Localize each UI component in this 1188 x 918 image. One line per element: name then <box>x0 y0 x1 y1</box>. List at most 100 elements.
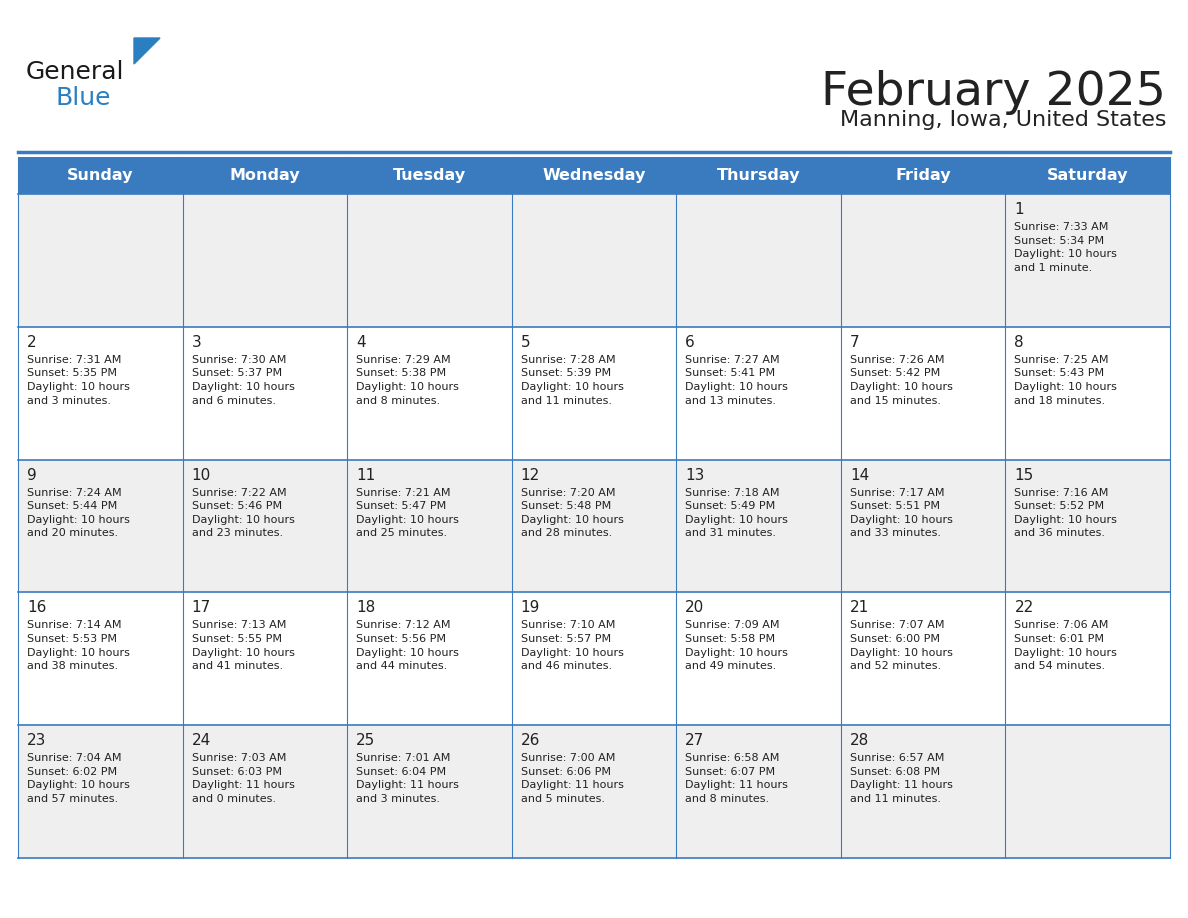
Text: Sunrise: 7:18 AM
Sunset: 5:49 PM
Daylight: 10 hours
and 31 minutes.: Sunrise: 7:18 AM Sunset: 5:49 PM Dayligh… <box>685 487 788 538</box>
Text: Blue: Blue <box>56 86 112 110</box>
Bar <box>18 327 183 460</box>
Text: General: General <box>26 60 125 84</box>
Text: Sunrise: 7:21 AM
Sunset: 5:47 PM
Daylight: 10 hours
and 25 minutes.: Sunrise: 7:21 AM Sunset: 5:47 PM Dayligh… <box>356 487 459 538</box>
Bar <box>183 592 347 725</box>
Bar <box>676 592 841 725</box>
Bar <box>512 327 676 460</box>
Text: Sunrise: 7:10 AM
Sunset: 5:57 PM
Daylight: 10 hours
and 46 minutes.: Sunrise: 7:10 AM Sunset: 5:57 PM Dayligh… <box>520 621 624 671</box>
Text: Sunrise: 6:58 AM
Sunset: 6:07 PM
Daylight: 11 hours
and 8 minutes.: Sunrise: 6:58 AM Sunset: 6:07 PM Dayligh… <box>685 753 788 804</box>
Text: 26: 26 <box>520 733 541 748</box>
Bar <box>512 460 676 592</box>
Text: 7: 7 <box>849 335 859 350</box>
Bar <box>841 592 1005 725</box>
Text: Sunrise: 7:13 AM
Sunset: 5:55 PM
Daylight: 10 hours
and 41 minutes.: Sunrise: 7:13 AM Sunset: 5:55 PM Dayligh… <box>191 621 295 671</box>
Bar <box>512 194 676 327</box>
Text: 28: 28 <box>849 733 870 748</box>
Text: 5: 5 <box>520 335 530 350</box>
Bar <box>1005 194 1170 327</box>
Text: Sunday: Sunday <box>67 168 133 183</box>
Text: Sunrise: 7:16 AM
Sunset: 5:52 PM
Daylight: 10 hours
and 36 minutes.: Sunrise: 7:16 AM Sunset: 5:52 PM Dayligh… <box>1015 487 1117 538</box>
Text: 6: 6 <box>685 335 695 350</box>
Text: 17: 17 <box>191 600 210 615</box>
Text: Sunrise: 7:28 AM
Sunset: 5:39 PM
Daylight: 10 hours
and 11 minutes.: Sunrise: 7:28 AM Sunset: 5:39 PM Dayligh… <box>520 354 624 406</box>
Bar <box>18 725 183 858</box>
Bar <box>183 725 347 858</box>
Text: 27: 27 <box>685 733 704 748</box>
Bar <box>347 592 512 725</box>
Text: 22: 22 <box>1015 600 1034 615</box>
Bar <box>347 460 512 592</box>
Polygon shape <box>134 38 160 64</box>
Text: Sunrise: 7:29 AM
Sunset: 5:38 PM
Daylight: 10 hours
and 8 minutes.: Sunrise: 7:29 AM Sunset: 5:38 PM Dayligh… <box>356 354 459 406</box>
Text: Sunrise: 7:17 AM
Sunset: 5:51 PM
Daylight: 10 hours
and 33 minutes.: Sunrise: 7:17 AM Sunset: 5:51 PM Dayligh… <box>849 487 953 538</box>
Bar <box>1005 592 1170 725</box>
Text: Sunrise: 7:20 AM
Sunset: 5:48 PM
Daylight: 10 hours
and 28 minutes.: Sunrise: 7:20 AM Sunset: 5:48 PM Dayligh… <box>520 487 624 538</box>
Text: Sunrise: 7:24 AM
Sunset: 5:44 PM
Daylight: 10 hours
and 20 minutes.: Sunrise: 7:24 AM Sunset: 5:44 PM Dayligh… <box>27 487 129 538</box>
Bar <box>841 460 1005 592</box>
Text: Tuesday: Tuesday <box>393 168 466 183</box>
Bar <box>1005 725 1170 858</box>
Bar <box>676 725 841 858</box>
Bar <box>841 327 1005 460</box>
Text: Sunrise: 7:06 AM
Sunset: 6:01 PM
Daylight: 10 hours
and 54 minutes.: Sunrise: 7:06 AM Sunset: 6:01 PM Dayligh… <box>1015 621 1117 671</box>
Text: Saturday: Saturday <box>1047 168 1129 183</box>
Bar <box>512 592 676 725</box>
Bar <box>18 194 183 327</box>
Bar <box>676 194 841 327</box>
Text: Sunrise: 7:07 AM
Sunset: 6:00 PM
Daylight: 10 hours
and 52 minutes.: Sunrise: 7:07 AM Sunset: 6:00 PM Dayligh… <box>849 621 953 671</box>
Bar <box>1005 157 1170 194</box>
Text: Monday: Monday <box>229 168 301 183</box>
Text: 18: 18 <box>356 600 375 615</box>
Text: Sunrise: 7:00 AM
Sunset: 6:06 PM
Daylight: 11 hours
and 5 minutes.: Sunrise: 7:00 AM Sunset: 6:06 PM Dayligh… <box>520 753 624 804</box>
Text: 14: 14 <box>849 467 870 483</box>
Text: 13: 13 <box>685 467 704 483</box>
Text: 15: 15 <box>1015 467 1034 483</box>
Bar <box>347 327 512 460</box>
Text: 21: 21 <box>849 600 870 615</box>
Text: Sunrise: 7:25 AM
Sunset: 5:43 PM
Daylight: 10 hours
and 18 minutes.: Sunrise: 7:25 AM Sunset: 5:43 PM Dayligh… <box>1015 354 1117 406</box>
Text: Sunrise: 7:33 AM
Sunset: 5:34 PM
Daylight: 10 hours
and 1 minute.: Sunrise: 7:33 AM Sunset: 5:34 PM Dayligh… <box>1015 222 1117 273</box>
Text: 2: 2 <box>27 335 37 350</box>
Text: 1: 1 <box>1015 202 1024 217</box>
Text: Sunrise: 7:04 AM
Sunset: 6:02 PM
Daylight: 10 hours
and 57 minutes.: Sunrise: 7:04 AM Sunset: 6:02 PM Dayligh… <box>27 753 129 804</box>
Bar <box>676 157 841 194</box>
Text: Sunrise: 7:03 AM
Sunset: 6:03 PM
Daylight: 11 hours
and 0 minutes.: Sunrise: 7:03 AM Sunset: 6:03 PM Dayligh… <box>191 753 295 804</box>
Text: 8: 8 <box>1015 335 1024 350</box>
Text: 12: 12 <box>520 467 541 483</box>
Text: Sunrise: 7:09 AM
Sunset: 5:58 PM
Daylight: 10 hours
and 49 minutes.: Sunrise: 7:09 AM Sunset: 5:58 PM Dayligh… <box>685 621 788 671</box>
Text: 25: 25 <box>356 733 375 748</box>
Text: Sunrise: 7:30 AM
Sunset: 5:37 PM
Daylight: 10 hours
and 6 minutes.: Sunrise: 7:30 AM Sunset: 5:37 PM Dayligh… <box>191 354 295 406</box>
Bar <box>512 725 676 858</box>
Bar <box>183 194 347 327</box>
Text: Manning, Iowa, United States: Manning, Iowa, United States <box>840 110 1165 130</box>
Text: 9: 9 <box>27 467 37 483</box>
Text: Sunrise: 7:14 AM
Sunset: 5:53 PM
Daylight: 10 hours
and 38 minutes.: Sunrise: 7:14 AM Sunset: 5:53 PM Dayligh… <box>27 621 129 671</box>
Text: 10: 10 <box>191 467 210 483</box>
Text: Sunrise: 6:57 AM
Sunset: 6:08 PM
Daylight: 11 hours
and 11 minutes.: Sunrise: 6:57 AM Sunset: 6:08 PM Dayligh… <box>849 753 953 804</box>
Text: Friday: Friday <box>896 168 950 183</box>
Bar <box>18 592 183 725</box>
Bar <box>676 460 841 592</box>
Text: 16: 16 <box>27 600 46 615</box>
Bar <box>841 157 1005 194</box>
Bar <box>18 157 183 194</box>
Text: February 2025: February 2025 <box>821 70 1165 115</box>
Bar <box>183 327 347 460</box>
Bar <box>183 460 347 592</box>
Bar <box>841 725 1005 858</box>
Bar <box>347 194 512 327</box>
Text: Thursday: Thursday <box>716 168 801 183</box>
Text: 24: 24 <box>191 733 210 748</box>
Bar <box>512 157 676 194</box>
Text: 20: 20 <box>685 600 704 615</box>
Bar <box>183 157 347 194</box>
Bar <box>841 194 1005 327</box>
Bar <box>347 157 512 194</box>
Bar <box>1005 327 1170 460</box>
Text: 4: 4 <box>356 335 366 350</box>
Text: Sunrise: 7:22 AM
Sunset: 5:46 PM
Daylight: 10 hours
and 23 minutes.: Sunrise: 7:22 AM Sunset: 5:46 PM Dayligh… <box>191 487 295 538</box>
Text: Sunrise: 7:12 AM
Sunset: 5:56 PM
Daylight: 10 hours
and 44 minutes.: Sunrise: 7:12 AM Sunset: 5:56 PM Dayligh… <box>356 621 459 671</box>
Text: Wednesday: Wednesday <box>542 168 646 183</box>
Text: 3: 3 <box>191 335 201 350</box>
Bar <box>676 327 841 460</box>
